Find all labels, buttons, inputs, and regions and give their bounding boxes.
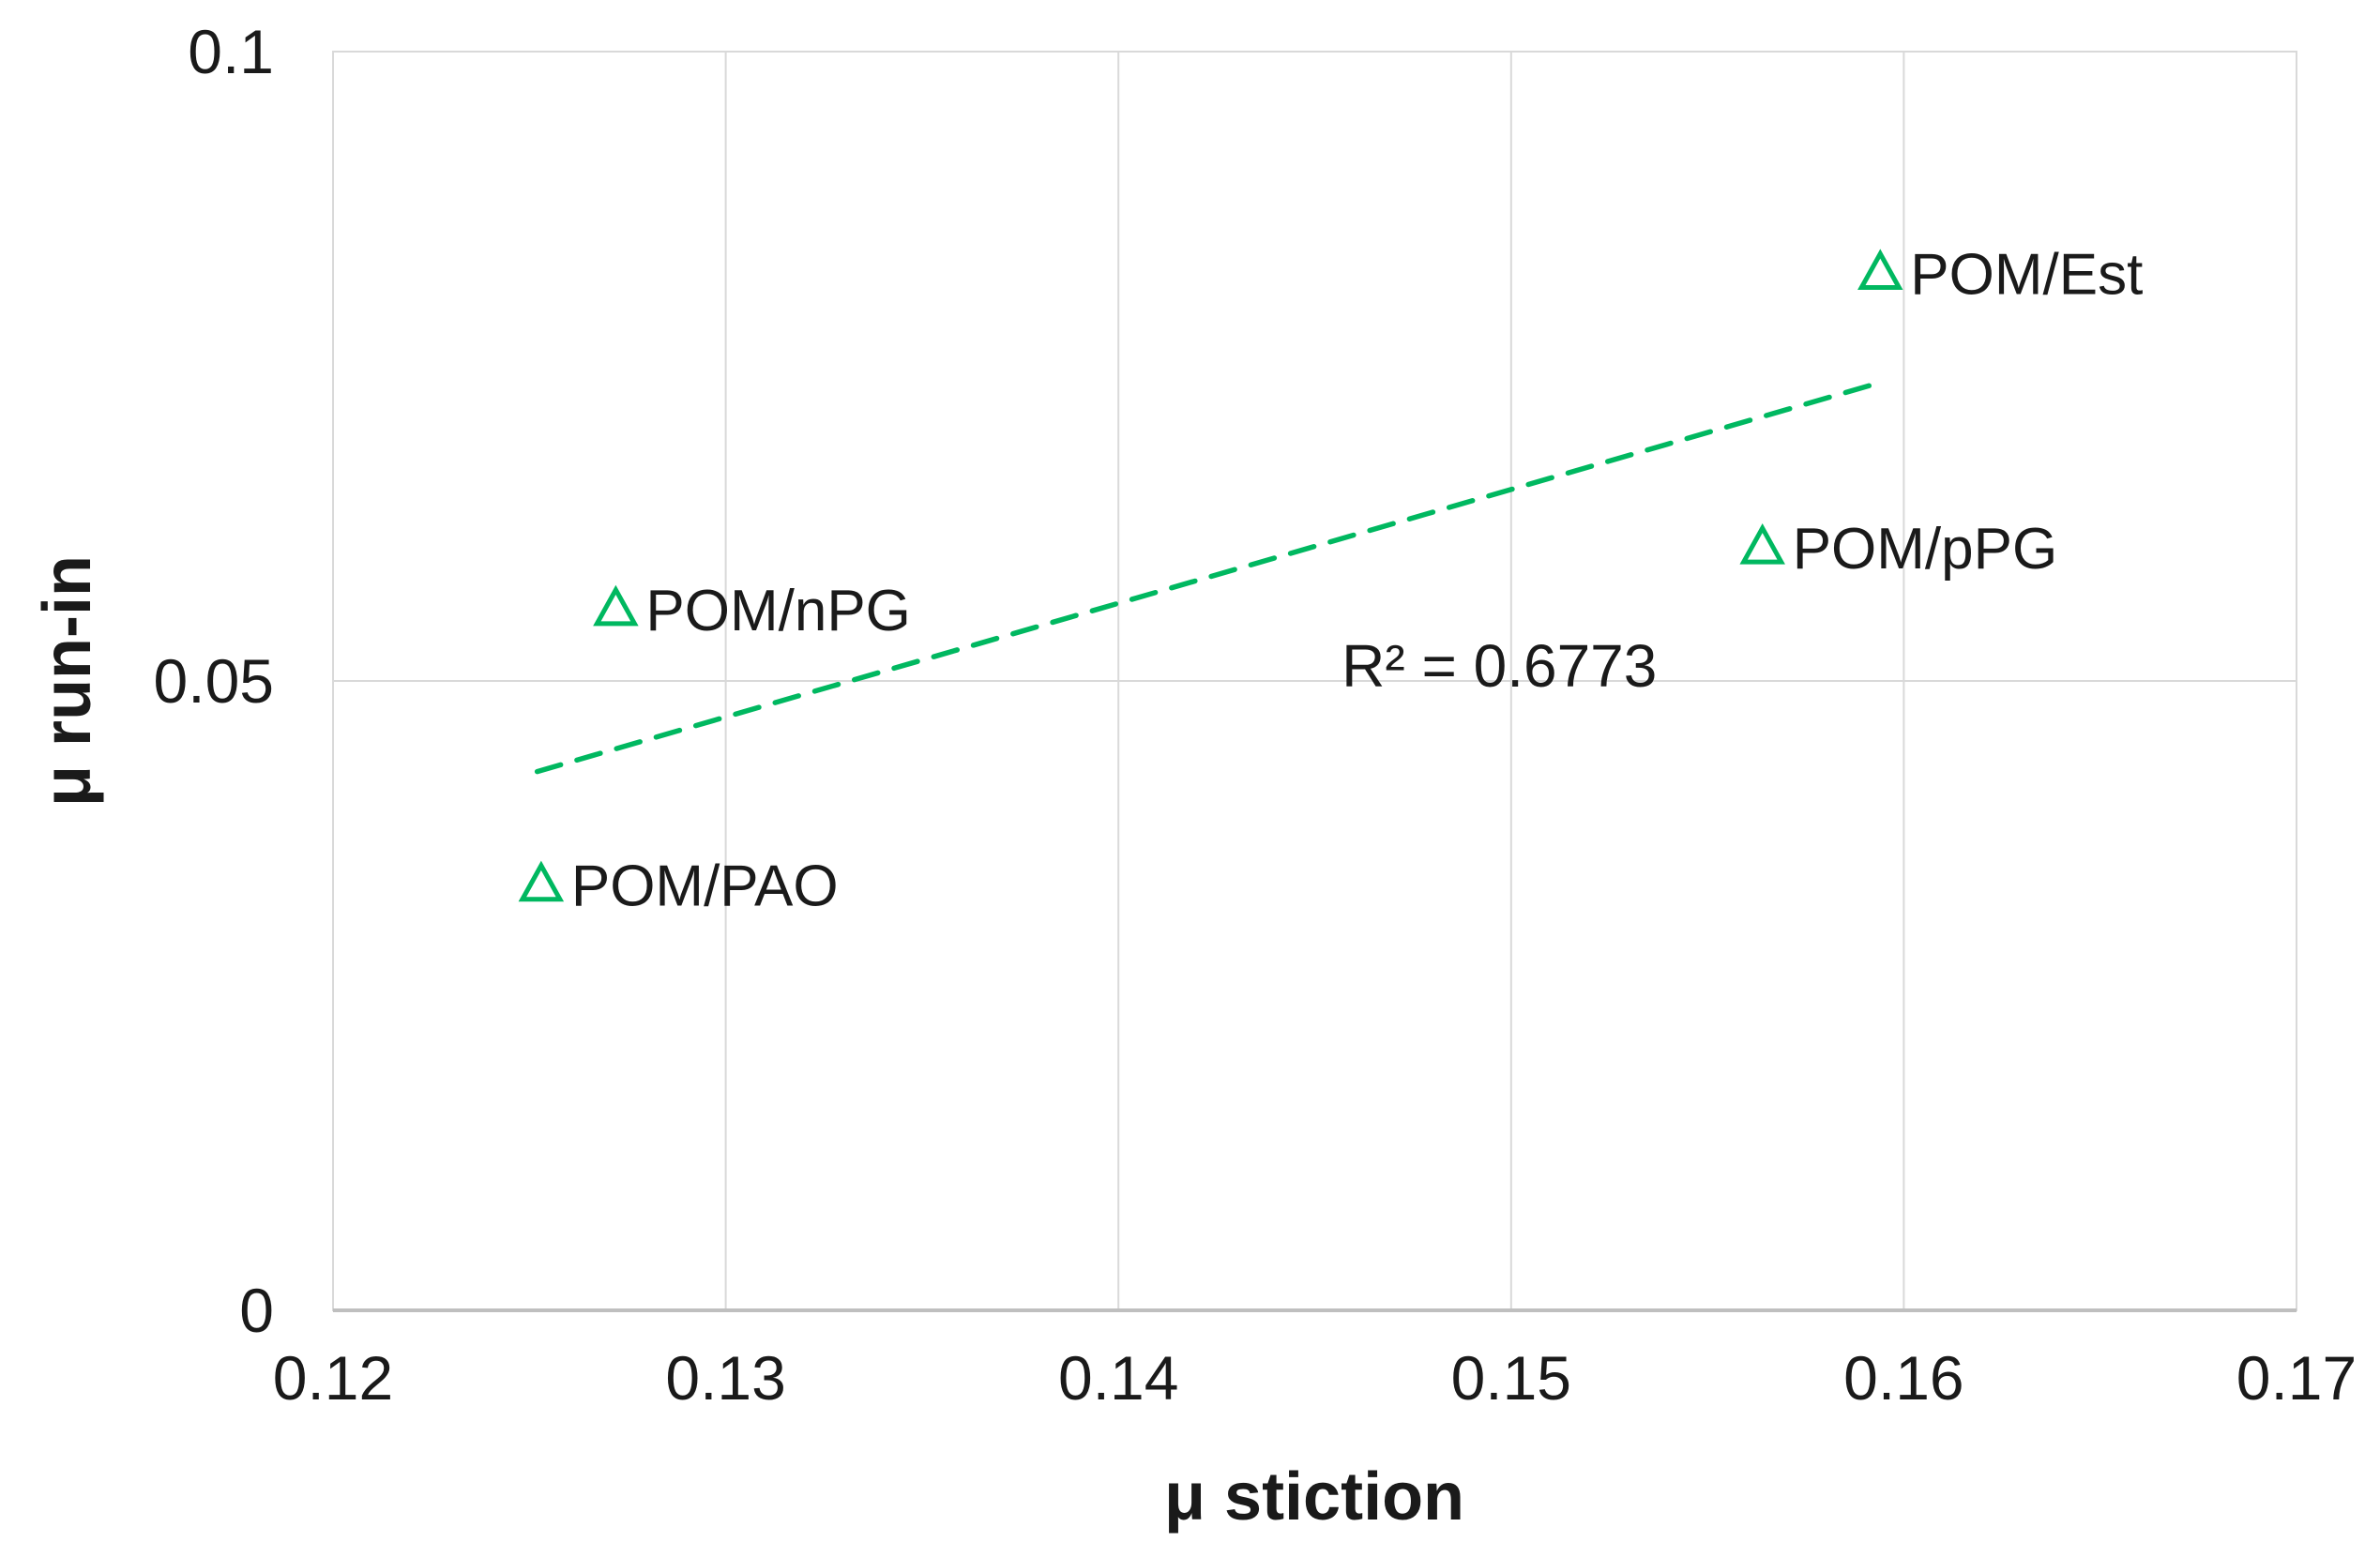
trendline	[534, 378, 1887, 775]
y-tick-label-0.05: 0.05	[154, 646, 274, 716]
x-axis-title: μ stiction	[1163, 1459, 1465, 1534]
data-point-label-POM/Est: POM/Est	[1910, 243, 2143, 308]
triangle-marker-icon	[593, 584, 639, 627]
x-tick-label-0.14: 0.14	[1058, 1343, 1178, 1413]
triangle-marker-icon	[518, 860, 565, 902]
x-tick-label-0.17: 0.17	[2236, 1343, 2357, 1413]
x-tick-label-0.12: 0.12	[273, 1343, 393, 1413]
triangle-marker-icon	[1739, 522, 1785, 565]
y-tick-label-0: 0	[239, 1276, 274, 1345]
triangle-marker-icon	[1857, 249, 1903, 291]
x-tick-label-0.16: 0.16	[1843, 1343, 1963, 1413]
data-point-label-POM/PAO: POM/PAO	[571, 854, 839, 919]
data-point-label-POM/pPG: POM/pPG	[1793, 517, 2058, 582]
y-tick-label-0.1: 0.1	[188, 17, 274, 86]
x-tick-label-0.15: 0.15	[1451, 1343, 1571, 1413]
x-tick-label-0.13: 0.13	[665, 1343, 785, 1413]
data-point-label-POM/nPG: POM/nPG	[645, 579, 911, 643]
y-axis-title: μ run-in	[30, 555, 105, 807]
r-squared-label: R² = 0.6773	[1342, 632, 1657, 700]
